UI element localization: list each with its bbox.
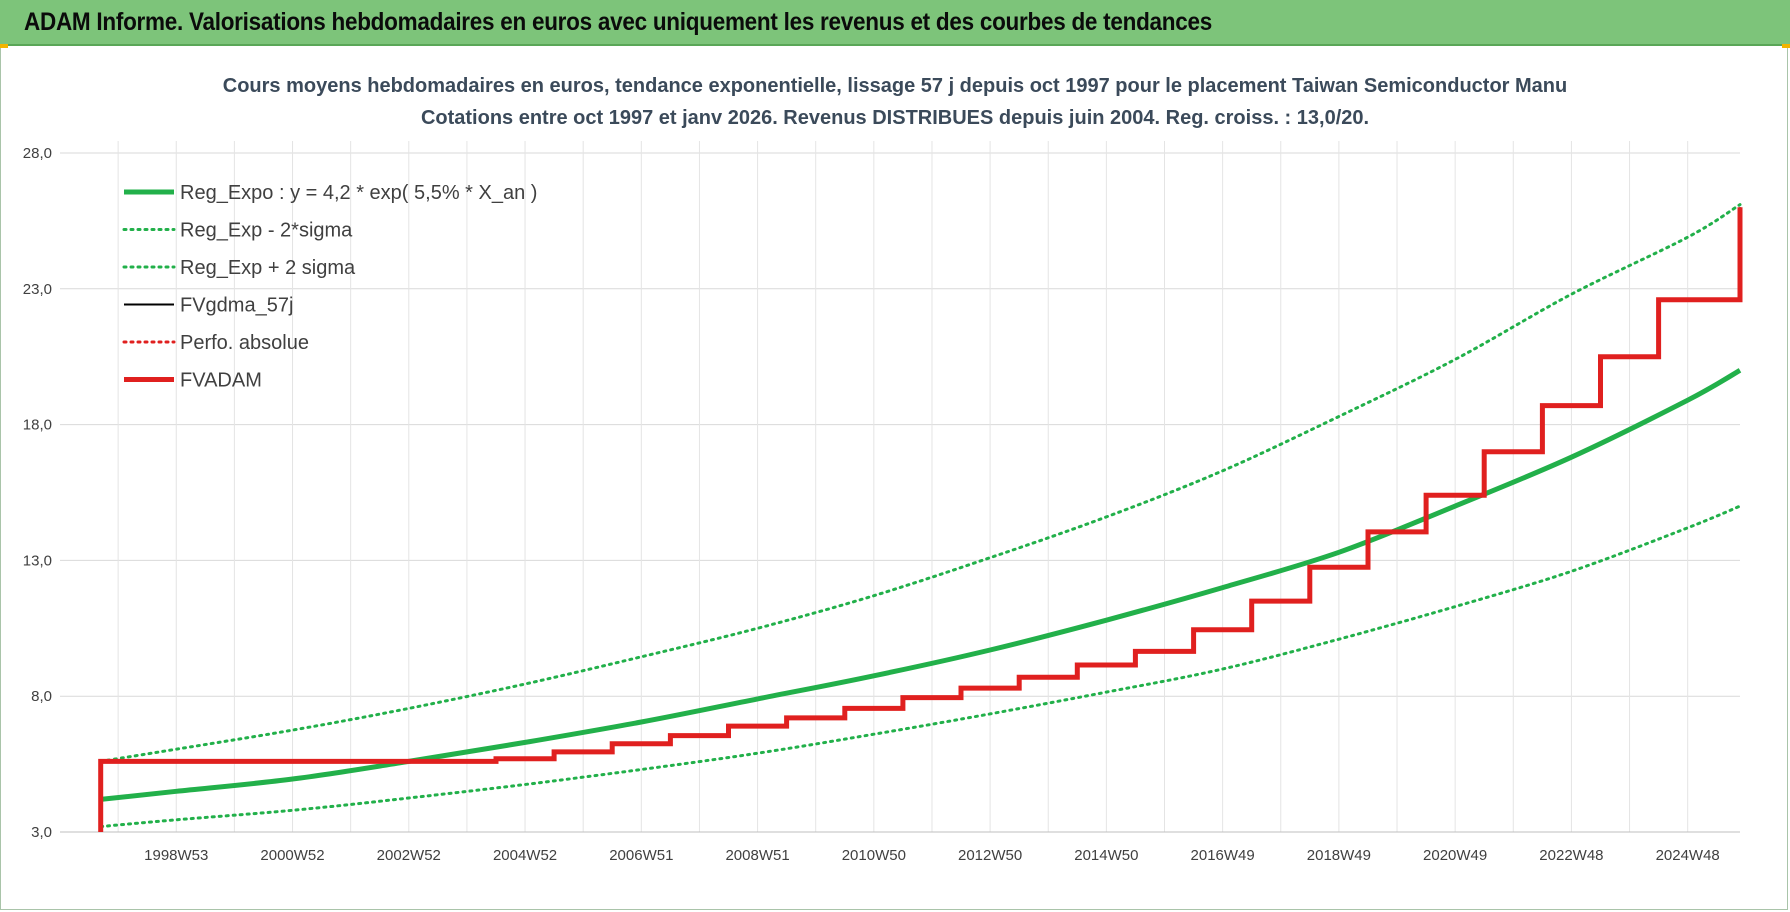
series-3-line bbox=[99, 203, 1742, 763]
y-tick-label: 18,0 bbox=[23, 417, 52, 434]
y-tick-label: 13,0 bbox=[23, 552, 52, 569]
x-tick-label: 2000W52 bbox=[260, 847, 324, 864]
series-2-line bbox=[99, 504, 1742, 829]
y-tick-label: 28,0 bbox=[23, 145, 52, 162]
legend-label: Reg_Expo : y = 4,2 * exp( 5,5% * X_an ) bbox=[180, 182, 537, 204]
x-tick-label: 2002W52 bbox=[377, 847, 441, 864]
legend-label: Reg_Exp + 2 sigma bbox=[180, 257, 356, 279]
chart-subtitle: Cotations entre oct 1997 et janv 2026. R… bbox=[421, 107, 1369, 129]
axes: 3,0 8,0 13,0 18,0 23,0 28,0 1998W53 2000W52 2002… bbox=[23, 145, 1740, 864]
x-tick-label: 2018W49 bbox=[1307, 847, 1371, 864]
legend-label: FVADAM bbox=[180, 370, 262, 392]
legend: Reg_Expo : y = 4,2 * exp( 5,5% * X_an ) R… bbox=[122, 182, 537, 392]
x-tick-label: 1998W53 bbox=[144, 847, 208, 864]
chart-title: Cours moyens hebdomadaires en euros, ten… bbox=[223, 75, 1567, 97]
series-1-line bbox=[100, 368, 1742, 802]
x-tick-label: 2012W50 bbox=[958, 847, 1022, 864]
y-tick-label: 23,0 bbox=[23, 281, 52, 298]
x-tick-label: 2014W50 bbox=[1074, 847, 1138, 864]
x-tick-label: 2020W49 bbox=[1423, 847, 1487, 864]
y-tick-label: 3,0 bbox=[31, 824, 52, 841]
x-tick-label: 2004W52 bbox=[493, 847, 557, 864]
series-4-line bbox=[100, 207, 1741, 763]
x-tick-label: 2016W49 bbox=[1191, 847, 1255, 864]
x-tick-label: 2022W48 bbox=[1539, 847, 1603, 864]
x-tick-label: 2024W48 bbox=[1656, 847, 1720, 864]
x-tick-label: 2006W51 bbox=[609, 847, 673, 864]
legend-label: Perfo. absolue bbox=[180, 332, 309, 354]
header-title: ADAM Informe. Valorisations hebdomadaire… bbox=[24, 8, 1213, 36]
series-6-line bbox=[98, 207, 1743, 832]
series-lines bbox=[98, 203, 1743, 832]
corner-mark bbox=[1782, 44, 1790, 48]
header-banner: ADAM Informe. Valorisations hebdomadaire… bbox=[0, 0, 1790, 46]
corner-mark bbox=[0, 44, 8, 48]
y-tick-label: 8,0 bbox=[31, 688, 52, 705]
legend-label: Reg_Exp - 2*sigma bbox=[180, 220, 353, 242]
gridlines bbox=[60, 141, 1740, 833]
x-tick-label: 2008W51 bbox=[725, 847, 789, 864]
legend-label: FVgdma_57j bbox=[180, 295, 293, 317]
x-tick-label: 2010W50 bbox=[842, 847, 906, 864]
